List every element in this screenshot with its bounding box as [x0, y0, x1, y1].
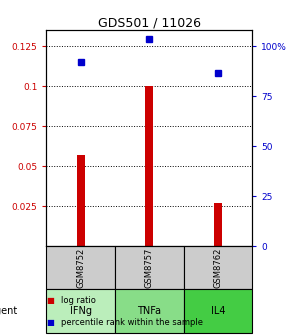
Text: log ratio: log ratio: [61, 296, 96, 305]
Bar: [115, 289, 184, 333]
Title: GDS501 / 11026: GDS501 / 11026: [98, 16, 201, 29]
Bar: [115, 246, 184, 289]
Text: agent: agent: [0, 306, 18, 316]
Bar: [77, 155, 85, 246]
Text: GSM8762: GSM8762: [213, 248, 222, 288]
Text: percentile rank within the sample: percentile rank within the sample: [61, 318, 203, 327]
Bar: [214, 203, 222, 246]
Text: ■: ■: [46, 318, 54, 327]
Text: GSM8757: GSM8757: [145, 248, 154, 288]
Bar: [184, 246, 252, 289]
Text: IL4: IL4: [211, 306, 225, 316]
Text: GSM8752: GSM8752: [76, 248, 85, 288]
Bar: [184, 289, 252, 333]
Text: TNFa: TNFa: [137, 306, 161, 316]
Bar: [145, 86, 153, 246]
Bar: [46, 289, 115, 333]
Bar: [46, 246, 115, 289]
Text: IFNg: IFNg: [70, 306, 92, 316]
Text: ■: ■: [46, 296, 54, 305]
